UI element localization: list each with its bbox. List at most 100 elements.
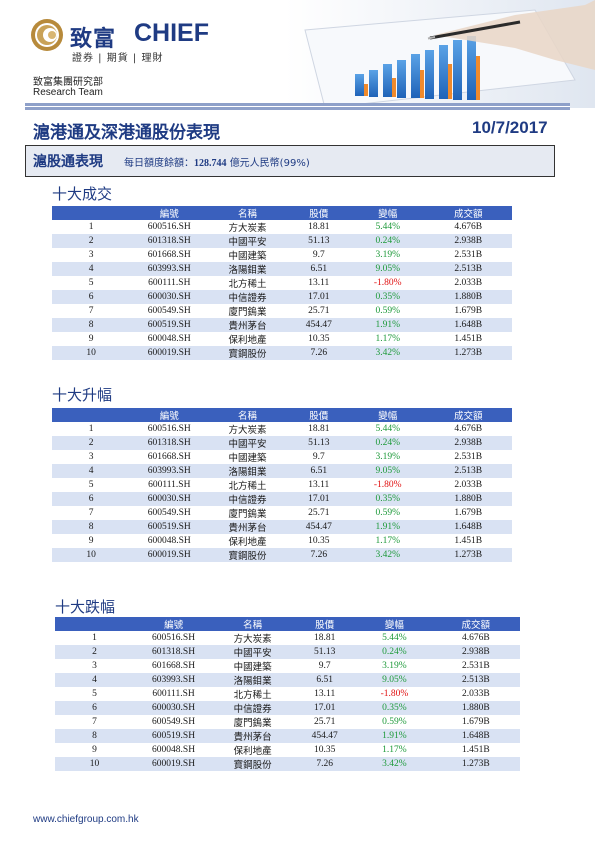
price-cell: 6.51 [286, 464, 351, 478]
name-cell: 中國建築 [228, 252, 267, 262]
table-row: 4 603993.SH 洛陽鉬業 6.51 9.05% 2.513B [52, 262, 512, 276]
turnover-cell: 1.679B [454, 508, 483, 518]
name-cell: 北方稀土 [228, 482, 267, 492]
table-row: 5 600111.SH 北方稀土 13.11 -1.80% 2.033B [52, 276, 512, 290]
turnover-cell: 1.273B [431, 757, 520, 771]
table-row: 8 600519.SH 貴州茅台 454.47 1.91% 1.648B [52, 520, 512, 534]
change-cell: 0.24% [357, 645, 432, 659]
price-cell: 25.71 [308, 306, 330, 316]
turnover-cell: 1.451B [454, 536, 483, 546]
turnover-cell: 2.513B [424, 262, 512, 276]
brand-tagline: 證券 | 期貨 | 理財 [72, 53, 164, 64]
table-row: 1 600516.SH 方大炭素 18.81 5.44% 4.676B [55, 631, 520, 645]
code-cell: 601318.SH [130, 436, 209, 450]
turnover-cell: 1.451B [454, 334, 483, 344]
table-row: 1 600516.SH 方大炭素 18.81 5.44% 4.676B [52, 220, 512, 234]
name-cell: 中國平安 [213, 645, 293, 659]
column-header: 成交額 [431, 617, 520, 631]
rank-cell: 1 [88, 222, 94, 232]
page-title: 滬港通及深港通股份表現 [33, 123, 220, 143]
change-cell: 1.91% [350, 318, 425, 332]
rank-cell: 9 [88, 334, 94, 344]
brand-name-zh: 致富 [70, 27, 117, 52]
price-cell: 13.11 [308, 480, 330, 490]
code-cell: 601668.SH [152, 661, 196, 671]
turnover-cell: 1.648B [424, 318, 512, 332]
price-cell: 7.26 [286, 346, 351, 360]
brand-name-en: CHIEF [134, 19, 209, 47]
column-header: 成交額 [424, 408, 512, 422]
column-header: 股價 [286, 408, 351, 422]
code-cell: 603993.SH [130, 262, 209, 276]
change-cell: 1.91% [350, 520, 425, 534]
name-cell: 保利地產 [233, 747, 272, 757]
code-cell: 600516.SH [147, 222, 191, 232]
turnover-cell: 4.676B [461, 633, 490, 643]
table-header-row: 編號 名稱 股價 變幅 成交額 [52, 408, 512, 422]
code-cell: 600549.SH [152, 717, 196, 727]
change-cell: 5.44% [375, 424, 401, 434]
code-cell: 601668.SH [147, 452, 191, 462]
table-row: 6 600030.SH 中信證券 17.01 0.35% 1.880B [52, 290, 512, 304]
table-row: 10 600019.SH 寶鋼股份 7.26 3.42% 1.273B [55, 757, 520, 771]
price-cell: 17.01 [286, 492, 351, 506]
change-cell: 0.35% [350, 290, 425, 304]
rank-cell: 6 [55, 701, 135, 715]
code-cell: 603993.SH [134, 673, 214, 687]
turnover-cell: 4.676B [454, 424, 483, 434]
name-cell: 洛陽鉬業 [208, 262, 287, 276]
change-cell: 1.17% [375, 334, 401, 344]
rank-cell: 2 [52, 234, 131, 248]
column-header: 成交額 [424, 206, 512, 220]
change-cell: 3.19% [382, 661, 407, 671]
table-row: 7 600549.SH 廈門鎢業 25.71 0.59% 1.679B [52, 304, 512, 318]
rank-cell: 4 [55, 673, 135, 687]
chief-logo-icon [31, 19, 63, 51]
code-cell: 600030.SH [130, 290, 209, 304]
turnover-cell: 1.451B [461, 745, 490, 755]
table-row: 7 600549.SH 廈門鎢業 25.71 0.59% 1.679B [52, 506, 512, 520]
rank-cell: 5 [88, 278, 94, 288]
quota-amount: 128.744 [194, 158, 227, 169]
table-row: 6 600030.SH 中信證券 17.01 0.35% 1.880B [55, 701, 520, 715]
quota-banner: 滬股通表現 每日額度餘額：128.744 億元人民幣(99%) [25, 145, 555, 177]
price-cell: 18.81 [308, 424, 330, 434]
section-title-top-losers: 十大跌幅 [55, 598, 116, 616]
name-cell: 北方稀土 [228, 280, 267, 290]
turnover-cell: 2.938B [424, 436, 512, 450]
code-cell: 601318.SH [130, 234, 209, 248]
turnover-cell: 1.648B [431, 729, 520, 743]
name-cell: 方大炭素 [233, 635, 272, 645]
table-row: 4 603993.SH 洛陽鉬業 6.51 9.05% 2.513B [55, 673, 520, 687]
column-header: 股價 [286, 206, 351, 220]
quota-label: 滬股通表現 [33, 154, 103, 170]
code-cell: 600111.SH [152, 689, 195, 699]
rank-cell: 5 [88, 480, 94, 490]
change-cell: 9.05% [350, 262, 425, 276]
price-cell: 18.81 [308, 222, 330, 232]
table-row: 8 600519.SH 貴州茅台 454.47 1.91% 1.648B [52, 318, 512, 332]
name-cell: 廈門鎢業 [233, 719, 272, 729]
code-cell: 603993.SH [130, 464, 209, 478]
column-header: 變幅 [350, 408, 425, 422]
name-cell: 保利地產 [228, 336, 267, 346]
turnover-cell: 1.679B [454, 306, 483, 316]
name-cell: 中國平安 [208, 234, 287, 248]
price-cell: 25.71 [308, 508, 330, 518]
name-cell: 中信證券 [213, 701, 293, 715]
column-header: 名稱 [213, 617, 293, 631]
name-cell: 寶鋼股份 [208, 346, 287, 360]
turnover-cell: 2.033B [454, 278, 483, 288]
table-row: 5 600111.SH 北方稀土 13.11 -1.80% 2.033B [55, 687, 520, 701]
table-row: 8 600519.SH 貴州茅台 454.47 1.91% 1.648B [55, 729, 520, 743]
rank-cell: 7 [88, 306, 94, 316]
price-cell: 25.71 [314, 717, 336, 727]
change-cell: 0.59% [375, 508, 401, 518]
price-cell: 13.11 [314, 689, 336, 699]
name-cell: 中信證券 [208, 290, 287, 304]
code-cell: 600019.SH [130, 346, 209, 360]
code-cell: 600048.SH [152, 745, 196, 755]
footer-website[interactable]: www.chiefgroup.com.hk [33, 814, 139, 825]
table-row: 3 601668.SH 中國建築 9.7 3.19% 2.531B [55, 659, 520, 673]
change-cell: 3.42% [357, 757, 432, 771]
